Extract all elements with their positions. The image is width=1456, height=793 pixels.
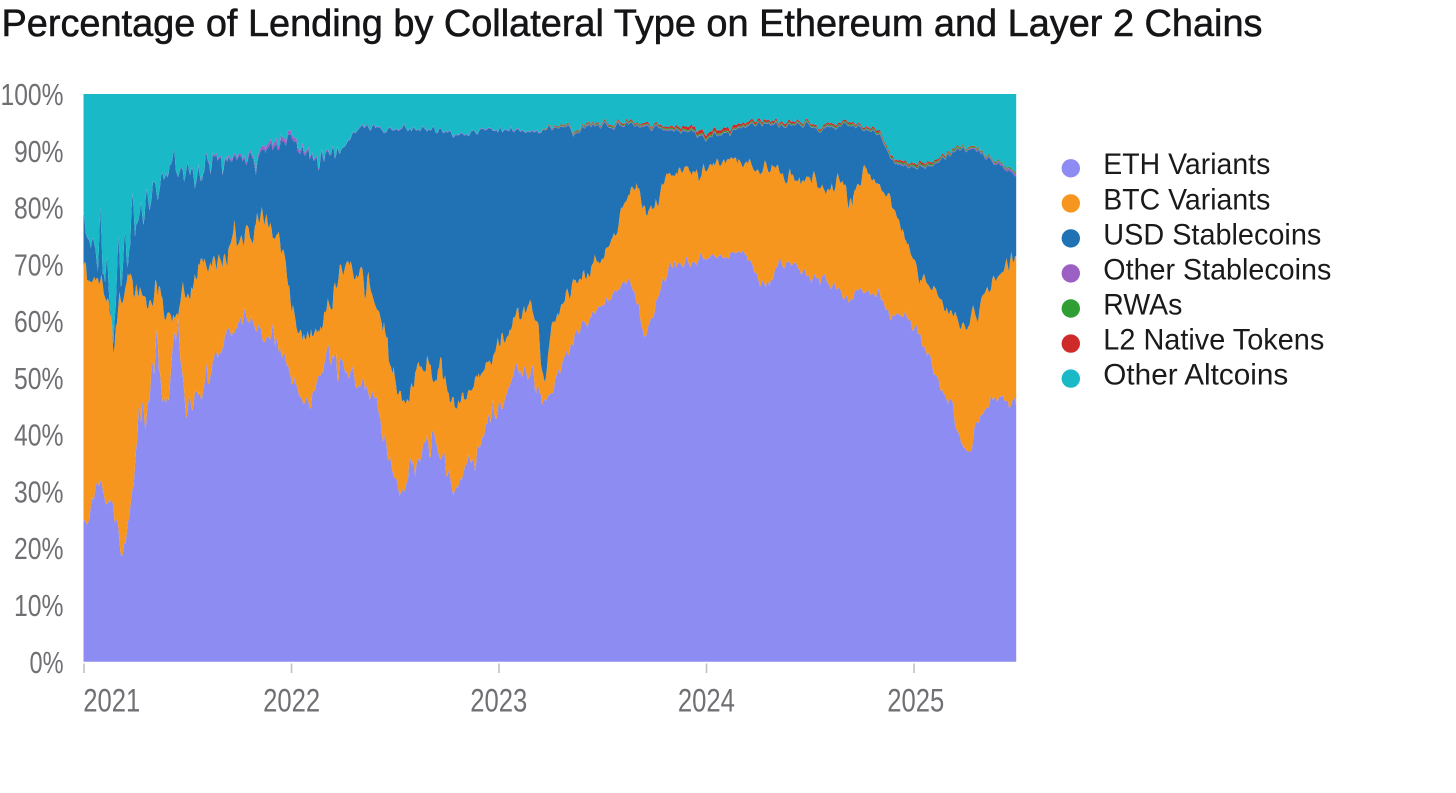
svg-text:Other Altcoins: Other Altcoins bbox=[1103, 359, 1288, 392]
svg-text:60%: 60% bbox=[14, 304, 64, 339]
svg-text:2022: 2022 bbox=[263, 683, 320, 719]
svg-text:20%: 20% bbox=[14, 531, 64, 566]
svg-text:2024: 2024 bbox=[678, 683, 735, 719]
svg-text:2025: 2025 bbox=[887, 683, 944, 719]
svg-text:50%: 50% bbox=[14, 361, 64, 396]
svg-text:ETH Variants: ETH Variants bbox=[1103, 148, 1270, 181]
svg-text:40%: 40% bbox=[14, 418, 64, 453]
svg-text:30%: 30% bbox=[14, 475, 64, 510]
svg-text:L2 Native Tokens: L2 Native Tokens bbox=[1103, 323, 1324, 356]
svg-text:0%: 0% bbox=[30, 645, 64, 680]
svg-text:2021: 2021 bbox=[83, 683, 140, 719]
svg-text:100%: 100% bbox=[1, 77, 64, 112]
svg-text:2023: 2023 bbox=[470, 683, 527, 719]
svg-text:90%: 90% bbox=[14, 134, 64, 169]
svg-text:Other Stablecoins: Other Stablecoins bbox=[1103, 253, 1331, 286]
svg-text:70%: 70% bbox=[14, 247, 64, 282]
svg-text:Percentage of Lending by Colla: Percentage of Lending by Collateral Type… bbox=[2, 3, 1263, 45]
svg-text:BTC Variants: BTC Variants bbox=[1103, 183, 1270, 216]
svg-text:USD Stablecoins: USD Stablecoins bbox=[1103, 218, 1321, 251]
svg-text:10%: 10% bbox=[14, 588, 64, 623]
svg-text:RWAs: RWAs bbox=[1103, 288, 1182, 321]
svg-text:80%: 80% bbox=[14, 191, 64, 226]
